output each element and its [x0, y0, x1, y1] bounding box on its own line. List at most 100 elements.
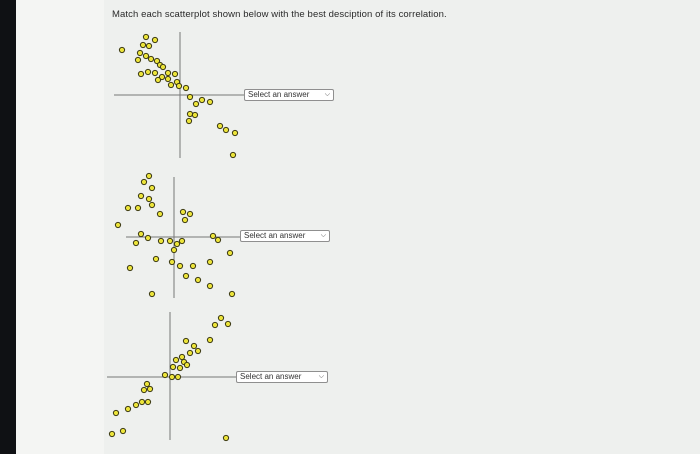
plot1-point — [206, 98, 214, 106]
plot3-point — [143, 380, 151, 388]
plot1-point — [216, 122, 224, 130]
plot2-point — [137, 230, 145, 238]
plot3-point — [161, 371, 169, 379]
plot2-point — [114, 221, 122, 229]
plot2-point — [140, 178, 148, 186]
plot2-point — [156, 210, 164, 218]
plot2-point — [132, 239, 140, 247]
instruction-text: Match each scatterplot shown below with … — [112, 9, 447, 20]
plot2-point — [170, 246, 178, 254]
plot1-point — [142, 52, 150, 60]
plot1-point — [145, 42, 153, 50]
plot3-point — [174, 373, 182, 381]
plot2-point — [189, 262, 197, 270]
plot3-point — [194, 347, 202, 355]
plot2-point — [179, 208, 187, 216]
plot1-point — [186, 110, 194, 118]
plot2-point — [186, 210, 194, 218]
plot3-point — [176, 364, 184, 372]
plot2-point — [226, 249, 234, 257]
plot3-point — [169, 363, 177, 371]
plot2-point — [148, 290, 156, 298]
plot3-point — [186, 349, 194, 357]
plot3-point — [108, 430, 116, 438]
plot3-point — [206, 336, 214, 344]
plot2-point — [206, 258, 214, 266]
plot2-point — [214, 236, 222, 244]
plot1-point — [175, 82, 183, 90]
plot1-point — [136, 49, 144, 57]
plot3-point — [112, 409, 120, 417]
plot3-point — [124, 405, 132, 413]
scatterplot-2 — [114, 172, 240, 298]
plot2-point — [176, 262, 184, 270]
plot1-point — [171, 70, 179, 78]
plot1-point — [198, 96, 206, 104]
plot1-point — [134, 56, 142, 64]
plot1-point — [159, 63, 167, 71]
correlation-select-3[interactable]: Select an answer ⌵ — [236, 371, 328, 383]
plot2-point — [145, 172, 153, 180]
plot1-point — [144, 68, 152, 76]
plot1-point — [137, 70, 145, 78]
plot1-point — [231, 129, 239, 137]
plot1-point — [222, 126, 230, 134]
plot2-point — [194, 276, 202, 284]
plot1-point — [186, 93, 194, 101]
plot3-point — [182, 337, 190, 345]
plot3-point — [146, 385, 154, 393]
plot3-point — [172, 356, 180, 364]
plot2-point — [148, 201, 156, 209]
select-1-text: Select an answer — [248, 90, 310, 99]
plot1-point — [229, 151, 237, 159]
plot2-point — [166, 237, 174, 245]
plot3-point — [222, 434, 230, 442]
plot2-point — [134, 204, 142, 212]
select-3-text: Select an answer — [240, 372, 302, 381]
plot3-point — [211, 321, 219, 329]
chevron-down-icon: ⌵ — [320, 232, 326, 239]
plot1-points — [118, 33, 239, 159]
plot1-point — [164, 69, 172, 77]
plot1-point — [182, 84, 190, 92]
plot1-point — [118, 46, 126, 54]
plot3-point — [140, 386, 148, 394]
plot2-point — [152, 255, 160, 263]
plot1-point — [154, 76, 162, 84]
plot2-point — [148, 184, 156, 192]
plot2-point — [178, 237, 186, 245]
plot3-point — [217, 314, 225, 322]
plot3-point — [190, 342, 198, 350]
correlation-select-1[interactable]: Select an answer ⌵ — [244, 89, 334, 101]
plot3-point — [132, 401, 140, 409]
plot2-point — [124, 204, 132, 212]
plot2-point — [168, 258, 176, 266]
plot1-point — [153, 57, 161, 65]
scatterplot-1 — [114, 32, 244, 159]
plot3-point — [183, 361, 191, 369]
chevron-down-icon: ⌵ — [318, 373, 324, 380]
plot2-points — [114, 172, 236, 298]
plot1-point — [142, 33, 150, 41]
select-2-text: Select an answer — [244, 231, 306, 240]
plot2-point — [181, 216, 189, 224]
plot2-point — [145, 195, 153, 203]
plot2-point — [209, 232, 217, 240]
plot1-point — [192, 100, 200, 108]
plot3-point — [168, 373, 176, 381]
plot3-point — [178, 353, 186, 361]
chevron-down-icon: ⌵ — [324, 91, 330, 98]
plot1-point — [139, 41, 147, 49]
correlation-select-2[interactable]: Select an answer ⌵ — [240, 230, 330, 242]
scatterplot-3 — [107, 312, 238, 442]
plot2-point — [137, 192, 145, 200]
left-margin — [16, 0, 104, 454]
plot2-point — [144, 234, 152, 242]
left-edge-bar — [0, 0, 16, 454]
plot2-point — [228, 290, 236, 298]
plot1-point — [167, 81, 175, 89]
plot1-point — [158, 73, 166, 81]
plot2-point — [206, 282, 214, 290]
plot1-point — [164, 75, 172, 83]
